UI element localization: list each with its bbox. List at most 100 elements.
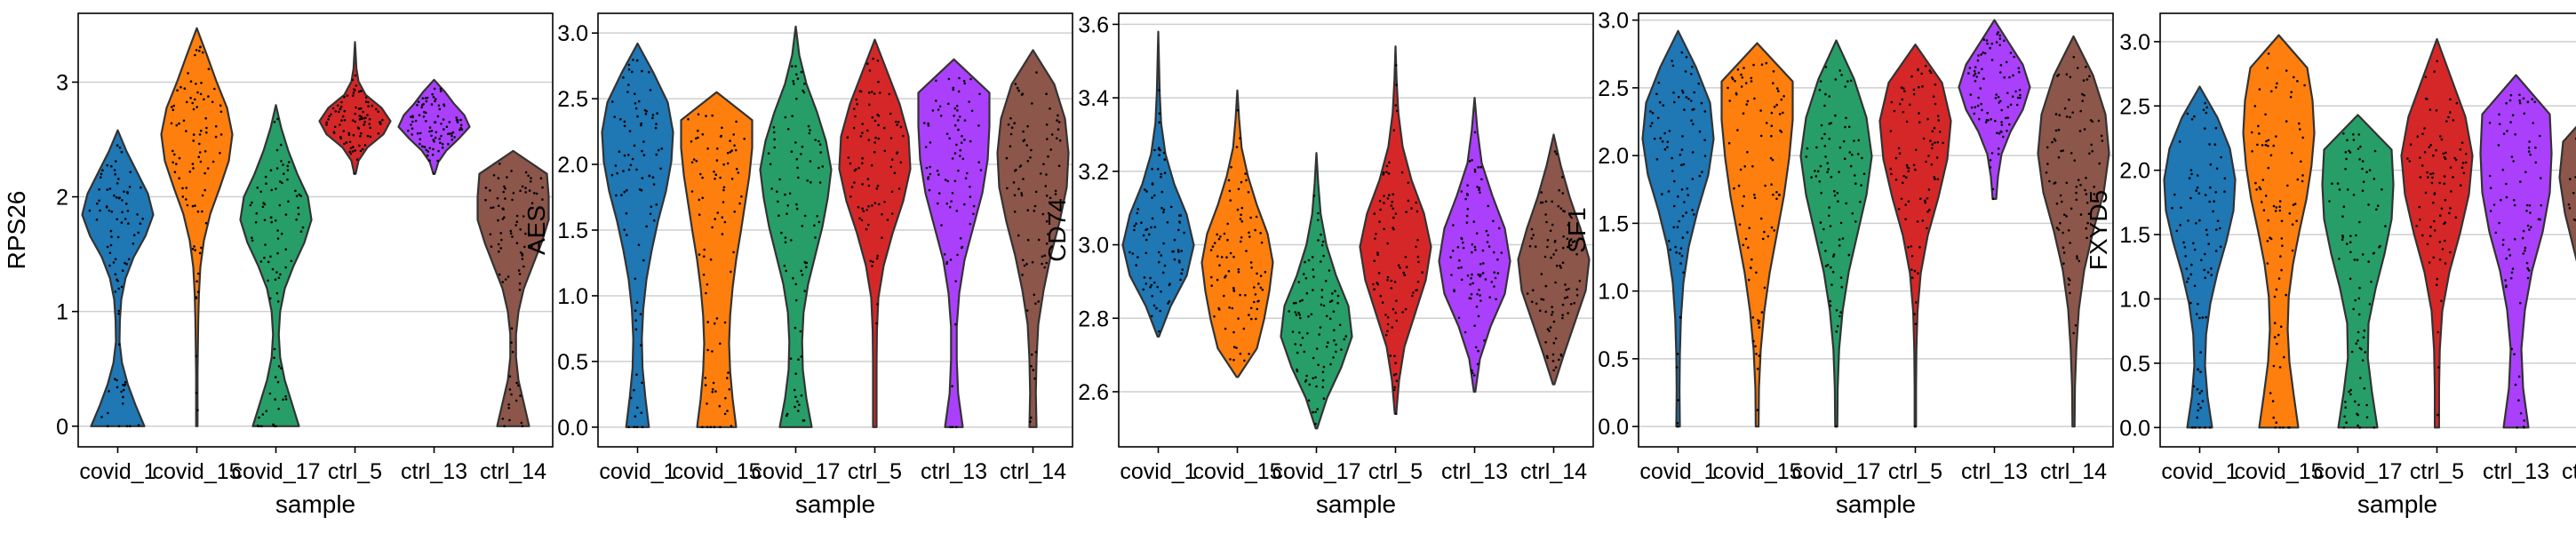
jitter-point — [1532, 234, 1535, 236]
jitter-point — [361, 147, 364, 151]
jitter-point — [785, 269, 787, 273]
jitter-point — [2205, 106, 2208, 109]
jitter-point — [2488, 122, 2492, 124]
jitter-point — [1862, 172, 1866, 175]
jitter-point — [1392, 307, 1395, 311]
jitter-point — [1373, 288, 1376, 290]
jitter-point — [1531, 289, 1535, 292]
jitter-point — [1976, 104, 1980, 107]
jitter-point — [2189, 301, 2192, 305]
jitter-point — [1033, 210, 1036, 212]
jitter-point — [2356, 259, 2359, 261]
jitter-point — [2208, 426, 2212, 429]
jitter-point — [2196, 174, 2199, 177]
jitter-point — [1998, 37, 2002, 40]
jitter-point — [137, 424, 140, 427]
jitter-point — [2362, 180, 2365, 183]
jitter-point — [456, 119, 459, 122]
jitter-point — [2521, 236, 2524, 240]
jitter-point — [861, 156, 864, 160]
jitter-point — [899, 161, 903, 164]
jitter-point — [1492, 251, 1495, 254]
jitter-point — [1392, 227, 1394, 229]
jitter-point — [1823, 132, 1826, 136]
jitter-point — [1698, 174, 1702, 178]
jitter-point — [340, 100, 343, 104]
jitter-point — [105, 205, 108, 208]
jitter-point — [1974, 66, 1977, 68]
jitter-point — [2505, 195, 2508, 199]
jitter-point — [275, 167, 279, 170]
jitter-point — [2179, 224, 2181, 227]
jitter-point — [1753, 194, 1756, 196]
jitter-point — [1910, 245, 1913, 248]
jitter-point — [1144, 282, 1148, 285]
jitter-point — [1750, 76, 1753, 80]
jitter-point — [1826, 171, 1829, 173]
jitter-point — [1679, 154, 1682, 156]
jitter-point — [498, 273, 501, 276]
jitter-point — [195, 280, 198, 283]
jitter-point — [1931, 147, 1934, 150]
panel-cd74: 2.62.83.03.23.43.6covid_1covid_15covid_1… — [1043, 12, 1594, 518]
jitter-point — [1549, 326, 1552, 329]
jitter-point — [1140, 221, 1143, 224]
jitter-point — [853, 107, 856, 110]
jitter-point — [1918, 85, 1920, 89]
jitter-point — [1659, 137, 1662, 139]
y-tick-label: 2.5 — [1598, 76, 1629, 101]
jitter-point — [1926, 210, 1929, 213]
jitter-point — [345, 141, 348, 144]
jitter-point — [2373, 178, 2376, 180]
jitter-point — [623, 154, 626, 157]
jitter-point — [1318, 333, 1320, 336]
jitter-point — [2449, 98, 2452, 101]
jitter-point — [1153, 226, 1157, 228]
jitter-point — [690, 140, 693, 143]
jitter-point — [2254, 181, 2257, 185]
jitter-point — [1466, 194, 1469, 196]
jitter-point — [706, 321, 709, 323]
jitter-point — [2427, 176, 2429, 179]
jitter-point — [2509, 93, 2513, 97]
jitter-point — [2524, 249, 2526, 252]
jitter-point — [1805, 155, 1808, 158]
jitter-point — [1672, 226, 1675, 229]
jitter-point — [1677, 195, 1679, 198]
jitter-point — [1736, 129, 1739, 131]
jitter-point — [1041, 212, 1045, 216]
jitter-point — [1298, 299, 1302, 303]
jitter-point — [439, 87, 443, 91]
jitter-point — [1322, 304, 1326, 307]
jitter-point — [1554, 281, 1557, 284]
jitter-point — [1845, 116, 1847, 120]
jitter-point — [203, 98, 205, 101]
jitter-point — [2273, 336, 2277, 338]
jitter-point — [2352, 194, 2356, 196]
jitter-point — [2518, 101, 2522, 105]
jitter-point — [690, 161, 694, 164]
jitter-point — [1151, 196, 1153, 199]
jitter-point — [1730, 76, 1734, 79]
jitter-point — [354, 149, 357, 152]
jitter-point — [2291, 249, 2294, 252]
jitter-point — [521, 254, 524, 257]
jitter-point — [2342, 205, 2346, 208]
jitter-point — [1820, 191, 1822, 195]
jitter-point — [1561, 192, 1565, 195]
jitter-point — [1160, 172, 1162, 176]
jitter-point — [1479, 299, 1482, 302]
jitter-point — [2361, 167, 2364, 171]
jitter-point — [871, 265, 873, 267]
jitter-point — [286, 178, 289, 181]
jitter-point — [1005, 156, 1009, 160]
jitter-point — [2540, 203, 2542, 207]
jitter-point — [1213, 242, 1216, 244]
jitter-point — [2409, 143, 2413, 146]
jitter-point — [1539, 201, 1543, 204]
jitter-point — [1014, 83, 1017, 85]
jitter-point — [635, 168, 638, 171]
jitter-point — [348, 140, 352, 144]
jitter-point — [800, 355, 803, 358]
jitter-point — [178, 122, 180, 125]
